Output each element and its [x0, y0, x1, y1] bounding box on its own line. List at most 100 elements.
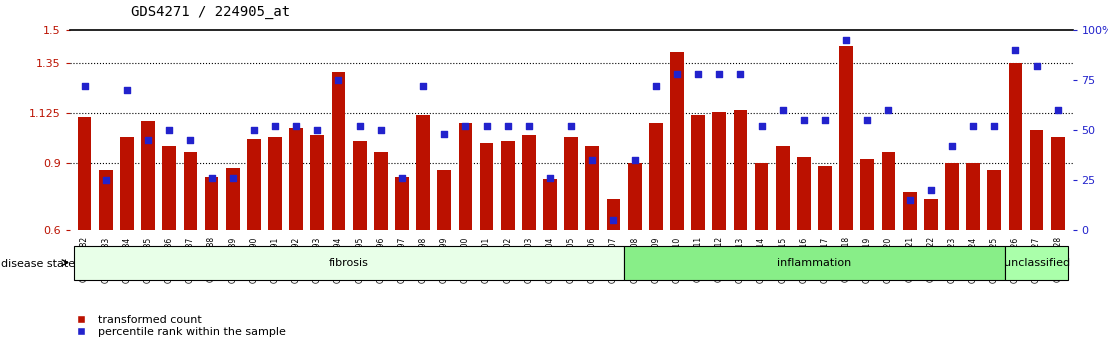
Bar [945, 164, 958, 230]
Text: disease state: disease state [1, 259, 75, 269]
Bar [459, 124, 472, 230]
Bar [310, 135, 325, 230]
Bar [691, 115, 705, 230]
Bar [289, 128, 302, 230]
Bar [352, 141, 367, 230]
Point [96, 177, 114, 183]
Bar [1005, 246, 1068, 280]
Bar [861, 159, 874, 230]
Bar [924, 199, 937, 230]
Bar [78, 117, 92, 230]
Bar [396, 177, 409, 230]
Point [478, 123, 495, 129]
Bar [480, 143, 493, 230]
Point [710, 71, 728, 77]
Bar [1029, 130, 1044, 230]
Bar [543, 179, 557, 230]
Bar [712, 112, 726, 230]
Bar [74, 246, 624, 280]
Bar [268, 137, 281, 230]
Legend: transformed count, percentile rank within the sample: transformed count, percentile rank withi… [70, 315, 286, 337]
Point [456, 123, 474, 129]
Point [75, 83, 93, 89]
Point [773, 107, 791, 113]
Bar [1050, 137, 1065, 230]
Point [1006, 47, 1024, 53]
Point [541, 175, 558, 181]
Bar [247, 139, 260, 230]
Bar [649, 124, 663, 230]
Point [796, 117, 813, 123]
Point [584, 157, 602, 163]
Bar [141, 121, 155, 230]
Bar [987, 170, 1002, 230]
Point [626, 157, 644, 163]
Point [245, 127, 263, 133]
Bar [585, 145, 599, 230]
Point [287, 123, 305, 129]
Bar [733, 110, 747, 230]
Bar [966, 164, 979, 230]
Point [499, 123, 516, 129]
Bar [628, 164, 642, 230]
Bar [797, 157, 811, 230]
Point [668, 71, 686, 77]
Bar [205, 177, 218, 230]
Point [224, 175, 242, 181]
Point [372, 127, 390, 133]
Bar [120, 137, 134, 230]
Bar [818, 166, 832, 230]
Point [414, 83, 432, 89]
Point [943, 143, 961, 149]
Bar [417, 115, 430, 230]
Bar [373, 152, 388, 230]
Bar [882, 152, 895, 230]
Point [119, 87, 136, 93]
Bar [670, 52, 684, 230]
Bar [776, 145, 790, 230]
Point [605, 217, 623, 223]
Point [689, 71, 707, 77]
Point [859, 117, 876, 123]
Bar [1008, 63, 1023, 230]
Bar [755, 164, 769, 230]
Bar [903, 192, 916, 230]
Point [266, 123, 284, 129]
Point [161, 127, 178, 133]
Point [817, 117, 834, 123]
Point [182, 137, 199, 143]
Bar [624, 246, 1005, 280]
Point [838, 37, 855, 43]
Bar [606, 199, 620, 230]
Point [752, 123, 770, 129]
Point [880, 107, 897, 113]
Bar [438, 170, 451, 230]
Text: unclassified: unclassified [1004, 258, 1069, 268]
Bar [564, 137, 578, 230]
Bar [840, 46, 853, 230]
Point [964, 123, 982, 129]
Point [308, 127, 326, 133]
Point [647, 83, 665, 89]
Point [435, 131, 453, 137]
Point [1049, 107, 1067, 113]
Bar [226, 168, 239, 230]
Point [731, 71, 749, 77]
Bar [99, 170, 113, 230]
Point [393, 175, 411, 181]
Point [1028, 63, 1046, 69]
Point [140, 137, 157, 143]
Text: fibrosis: fibrosis [329, 258, 369, 268]
Bar [522, 135, 536, 230]
Bar [184, 152, 197, 230]
Bar [331, 72, 346, 230]
Text: GDS4271 / 224905_at: GDS4271 / 224905_at [131, 5, 290, 19]
Point [901, 197, 919, 203]
Point [985, 123, 1003, 129]
Bar [501, 141, 514, 230]
Point [922, 187, 940, 193]
Bar [163, 145, 176, 230]
Point [351, 123, 369, 129]
Text: inflammation: inflammation [778, 258, 852, 268]
Point [520, 123, 537, 129]
